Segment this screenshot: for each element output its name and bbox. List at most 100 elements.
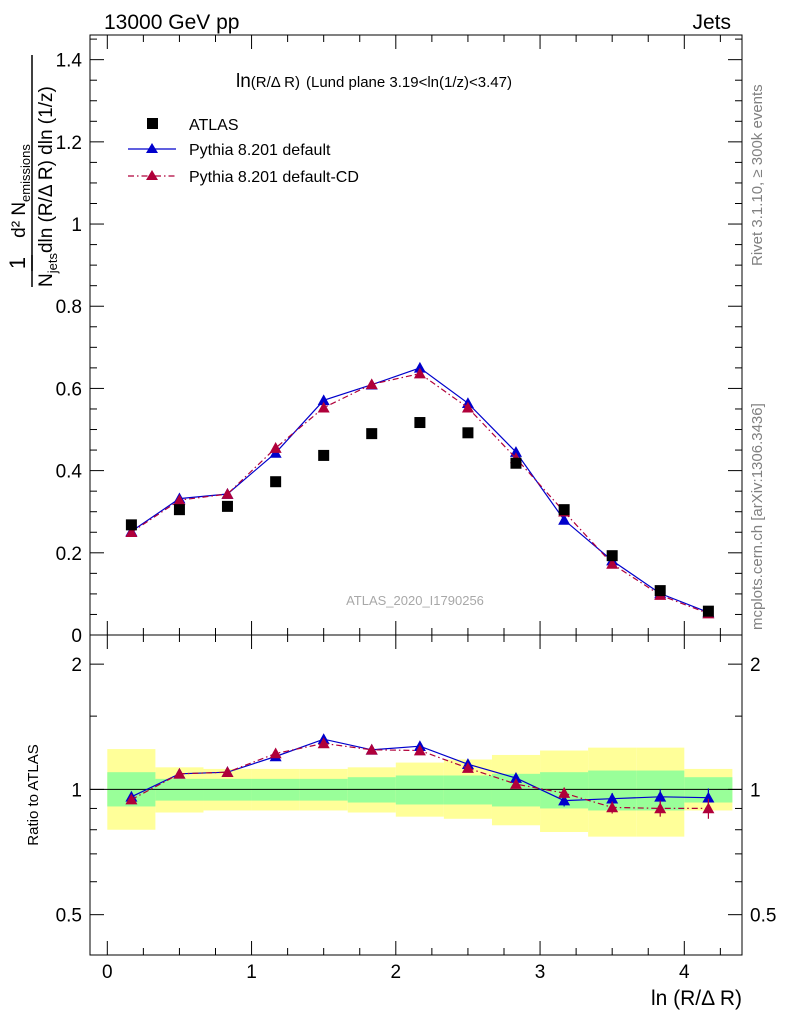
- main-x-ticks: [106, 35, 721, 635]
- marker-atlas: [270, 476, 282, 488]
- main-y-tick-label: 0: [71, 626, 82, 647]
- header-left: 13000 GeV pp: [104, 11, 239, 34]
- marker-cd: [413, 367, 426, 379]
- ratio-y-tick-label-right: 0.5: [750, 906, 776, 927]
- ratio-ticks: [90, 635, 742, 955]
- ratio-marker-cd: [654, 802, 667, 814]
- ratio-y-tick-label: 1: [71, 780, 82, 801]
- main-panel: 0 0.2 0.4 0.6 0.8 1 1.2 1.4 ln(R/Δ R) (Lund plan…: [5, 34, 743, 647]
- ratio-marker-cd: [606, 801, 619, 813]
- main-title-arg: (R/Δ R): [251, 74, 300, 91]
- main-y-tick-labels: 0 0.2 0.4 0.6 0.8 1 1.2 1.4: [56, 51, 83, 647]
- ratio-marker-cd: [509, 778, 522, 789]
- legend-label-atlas: ATLAS: [189, 117, 239, 134]
- ratio-frame: [89, 634, 743, 956]
- ratio-y-tick-label: 0.5: [56, 906, 82, 927]
- legend-marker-atlas: [147, 118, 158, 129]
- y-label-prefactor: 1: [5, 257, 30, 269]
- ratio-marker-default: [558, 794, 571, 806]
- y-label-denominator-rest: dln (R/Δ R) dln (1/z): [36, 86, 57, 253]
- ratio-marker-cd: [269, 747, 282, 759]
- main-title-ln: ln: [236, 71, 251, 92]
- header-right: Jets: [692, 11, 731, 34]
- main-y-axis-label: 1 d² Nemissions Njetsdln (R/Δ R) dln (1/…: [5, 55, 60, 287]
- marker-atlas: [462, 427, 474, 439]
- main-data: [125, 361, 715, 619]
- ratio-y-tick-label-right: 1: [750, 780, 761, 801]
- legend-marker-cd: [146, 170, 158, 180]
- x-tick-label: 3: [535, 962, 546, 983]
- main-title: ln(R/Δ R) (Lund plane 3.19<ln(1/z)<3.47): [236, 71, 512, 92]
- ratio-marker-default: [702, 791, 715, 803]
- main-y-tick-label: 0.6: [56, 379, 82, 400]
- ratio-marker-cd: [317, 737, 330, 749]
- mcplots-label: mcplots.cern.ch [arXiv:1306.3436]: [749, 403, 766, 630]
- ratio-marker-cd: [221, 766, 234, 777]
- band-inner: [395, 775, 444, 805]
- x-tick-label: 4: [679, 962, 690, 983]
- y-label-denominator-sub: jets: [45, 253, 60, 275]
- marker-cd: [269, 442, 282, 453]
- marker-default: [317, 394, 330, 406]
- marker-cd: [125, 526, 138, 538]
- x-axis-label: ln (R/Δ R): [651, 987, 742, 1010]
- ratio-marker-default: [509, 772, 522, 783]
- marker-default: [558, 513, 571, 525]
- main-frame: [89, 34, 743, 636]
- marker-cd: [461, 401, 474, 413]
- ratio-y-tick-label-right: 2: [750, 655, 761, 676]
- main-title-rest: (Lund plane 3.19<ln(1/z)<3.47): [306, 74, 512, 91]
- y-label-numerator: d² Nemissions: [9, 144, 33, 238]
- main-y-tick-label: 1.4: [56, 51, 83, 72]
- ratio-panel: 0.5 0.5 1 1 2 2 0 1 2 3 4 Ratio to ATLAS ln (R/Δ R…: [25, 634, 777, 1010]
- y-label-numerator-main: d² N: [9, 202, 30, 238]
- y-label-denominator-main: N: [36, 273, 57, 287]
- marker-atlas: [702, 605, 714, 617]
- ratio-y-axis-label: Ratio to ATLAS: [25, 744, 42, 845]
- marker-cd: [606, 557, 619, 569]
- marker-cd: [365, 378, 378, 390]
- main-y-tick-label: 0.2: [56, 544, 82, 565]
- legend-marker-default: [146, 143, 158, 153]
- legend: ATLAS Pythia 8.201 default Pythia 8.201 …: [128, 117, 359, 186]
- ratio-marker-cd: [558, 787, 571, 798]
- main-y-tick-label: 0.8: [56, 297, 82, 318]
- marker-atlas: [558, 504, 570, 516]
- main-y-tick-label: 1.2: [56, 133, 82, 154]
- legend-label-cd: Pythia 8.201 default-CD: [189, 169, 359, 186]
- main-y-tick-label: 0.4: [56, 462, 83, 483]
- ratio-marker-default: [654, 790, 667, 802]
- series-line-cd: [131, 372, 709, 615]
- ratio-marker-cd: [365, 743, 378, 755]
- ratio-marker-cd: [413, 744, 426, 756]
- ratio-marker-cd: [702, 802, 715, 814]
- ratio-marker-cd: [125, 793, 138, 805]
- ratio-y-tick-label: 2: [71, 655, 82, 676]
- series-line-default: [131, 367, 709, 613]
- marker-default: [509, 446, 522, 457]
- y-label-numerator-sub: emissions: [18, 144, 33, 202]
- band-inner: [443, 775, 492, 805]
- marker-atlas: [173, 504, 185, 516]
- ratio-marker-default: [606, 792, 619, 804]
- marker-cd: [173, 494, 186, 506]
- marker-atlas: [606, 550, 618, 562]
- x-tick-label: 2: [391, 962, 402, 983]
- x-tick-label: 0: [102, 962, 113, 983]
- marker-atlas: [414, 417, 426, 429]
- marker-atlas: [366, 428, 378, 440]
- y-label-denominator: Njetsdln (R/Δ R) dln (1/z): [36, 86, 60, 287]
- ratio-data: [125, 733, 715, 819]
- ratio-tick-labels: 0.5 0.5 1 1 2 2 0 1 2 3 4: [56, 655, 777, 983]
- marker-atlas: [318, 449, 330, 461]
- rivet-label: Rivet 3.1.10, ≥ 300k events: [749, 84, 766, 266]
- marker-atlas: [125, 519, 137, 531]
- legend-label-default: Pythia 8.201 default: [189, 142, 331, 159]
- watermark: ATLAS_2020_I1790256: [346, 593, 484, 608]
- main-y-tick-label: 1: [71, 215, 82, 236]
- marker-atlas: [221, 500, 233, 512]
- ratio-marker-cd: [461, 762, 474, 773]
- marker-atlas: [510, 457, 522, 469]
- marker-atlas: [654, 585, 666, 597]
